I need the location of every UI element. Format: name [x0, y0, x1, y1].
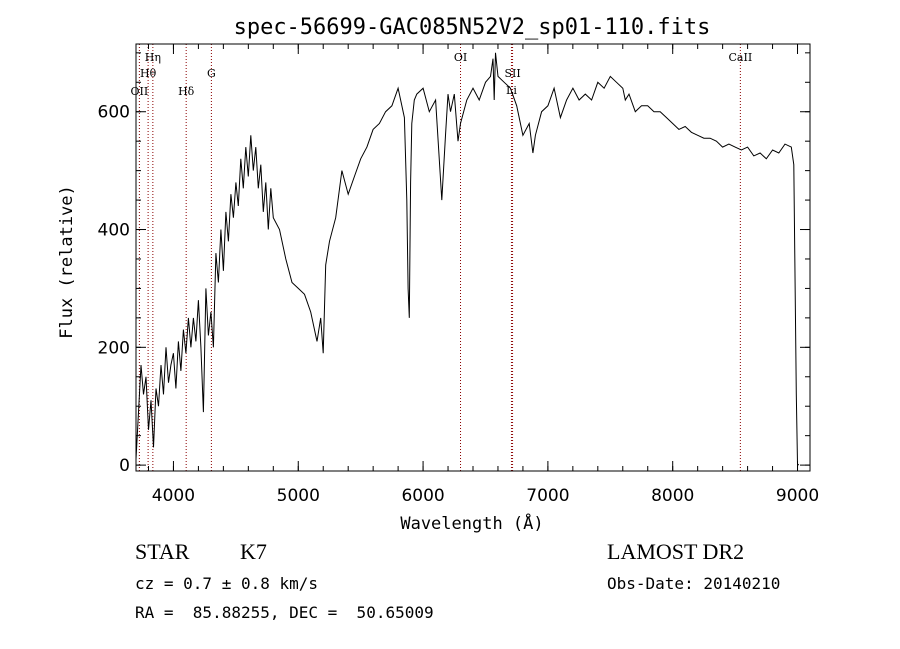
line-marker-label: CaII — [729, 51, 753, 64]
line-marker-label: Hθ — [140, 67, 157, 80]
x-tick-label: 6000 — [401, 486, 444, 506]
y-tick-label: 600 — [98, 103, 130, 123]
line-marker-label: Hδ — [178, 85, 195, 98]
line-marker-label: G — [207, 67, 216, 80]
y-axis-ticks: 0 200 400 600 — [98, 52, 810, 476]
x-tick-label: 9000 — [776, 486, 819, 506]
object-subclass: K7 — [240, 539, 267, 564]
plot-frame — [135, 43, 811, 472]
line-marker-label: SII — [504, 67, 520, 80]
redshift-text: cz = 0.7 ± 0.8 km/s — [135, 574, 319, 593]
x-axis-label: Wavelength (Å) — [400, 512, 543, 534]
obs-date-text: Obs-Date: 20140210 — [607, 574, 781, 593]
x-tick-label: 7000 — [526, 486, 569, 506]
y-tick-label: 200 — [98, 338, 130, 358]
y-axis-label: Flux (relative) — [57, 185, 77, 339]
x-tick-label: 4000 — [152, 486, 195, 506]
spectrum-line — [135, 52, 800, 466]
survey-label: LAMOST DR2 — [607, 539, 745, 564]
x-axis-ticks: 4000 5000 6000 7000 8000 9000 — [147, 44, 819, 506]
y-tick-label: 0 — [119, 456, 130, 476]
coordinates-text: RA = 85.88255, DEC = 50.65009 — [135, 603, 434, 622]
object-class: STAR — [135, 539, 190, 564]
line-marker-label: OI — [454, 51, 467, 64]
line-marker-label: Hη — [145, 51, 161, 64]
emission-line-markers — [138, 44, 741, 471]
chart-title: spec-56699-GAC085N52V2_sp01-110.fits — [234, 15, 711, 40]
y-tick-label: 400 — [98, 221, 130, 241]
line-marker-label: OII — [131, 85, 149, 98]
x-tick-label: 8000 — [651, 486, 694, 506]
x-tick-label: 5000 — [277, 486, 320, 506]
